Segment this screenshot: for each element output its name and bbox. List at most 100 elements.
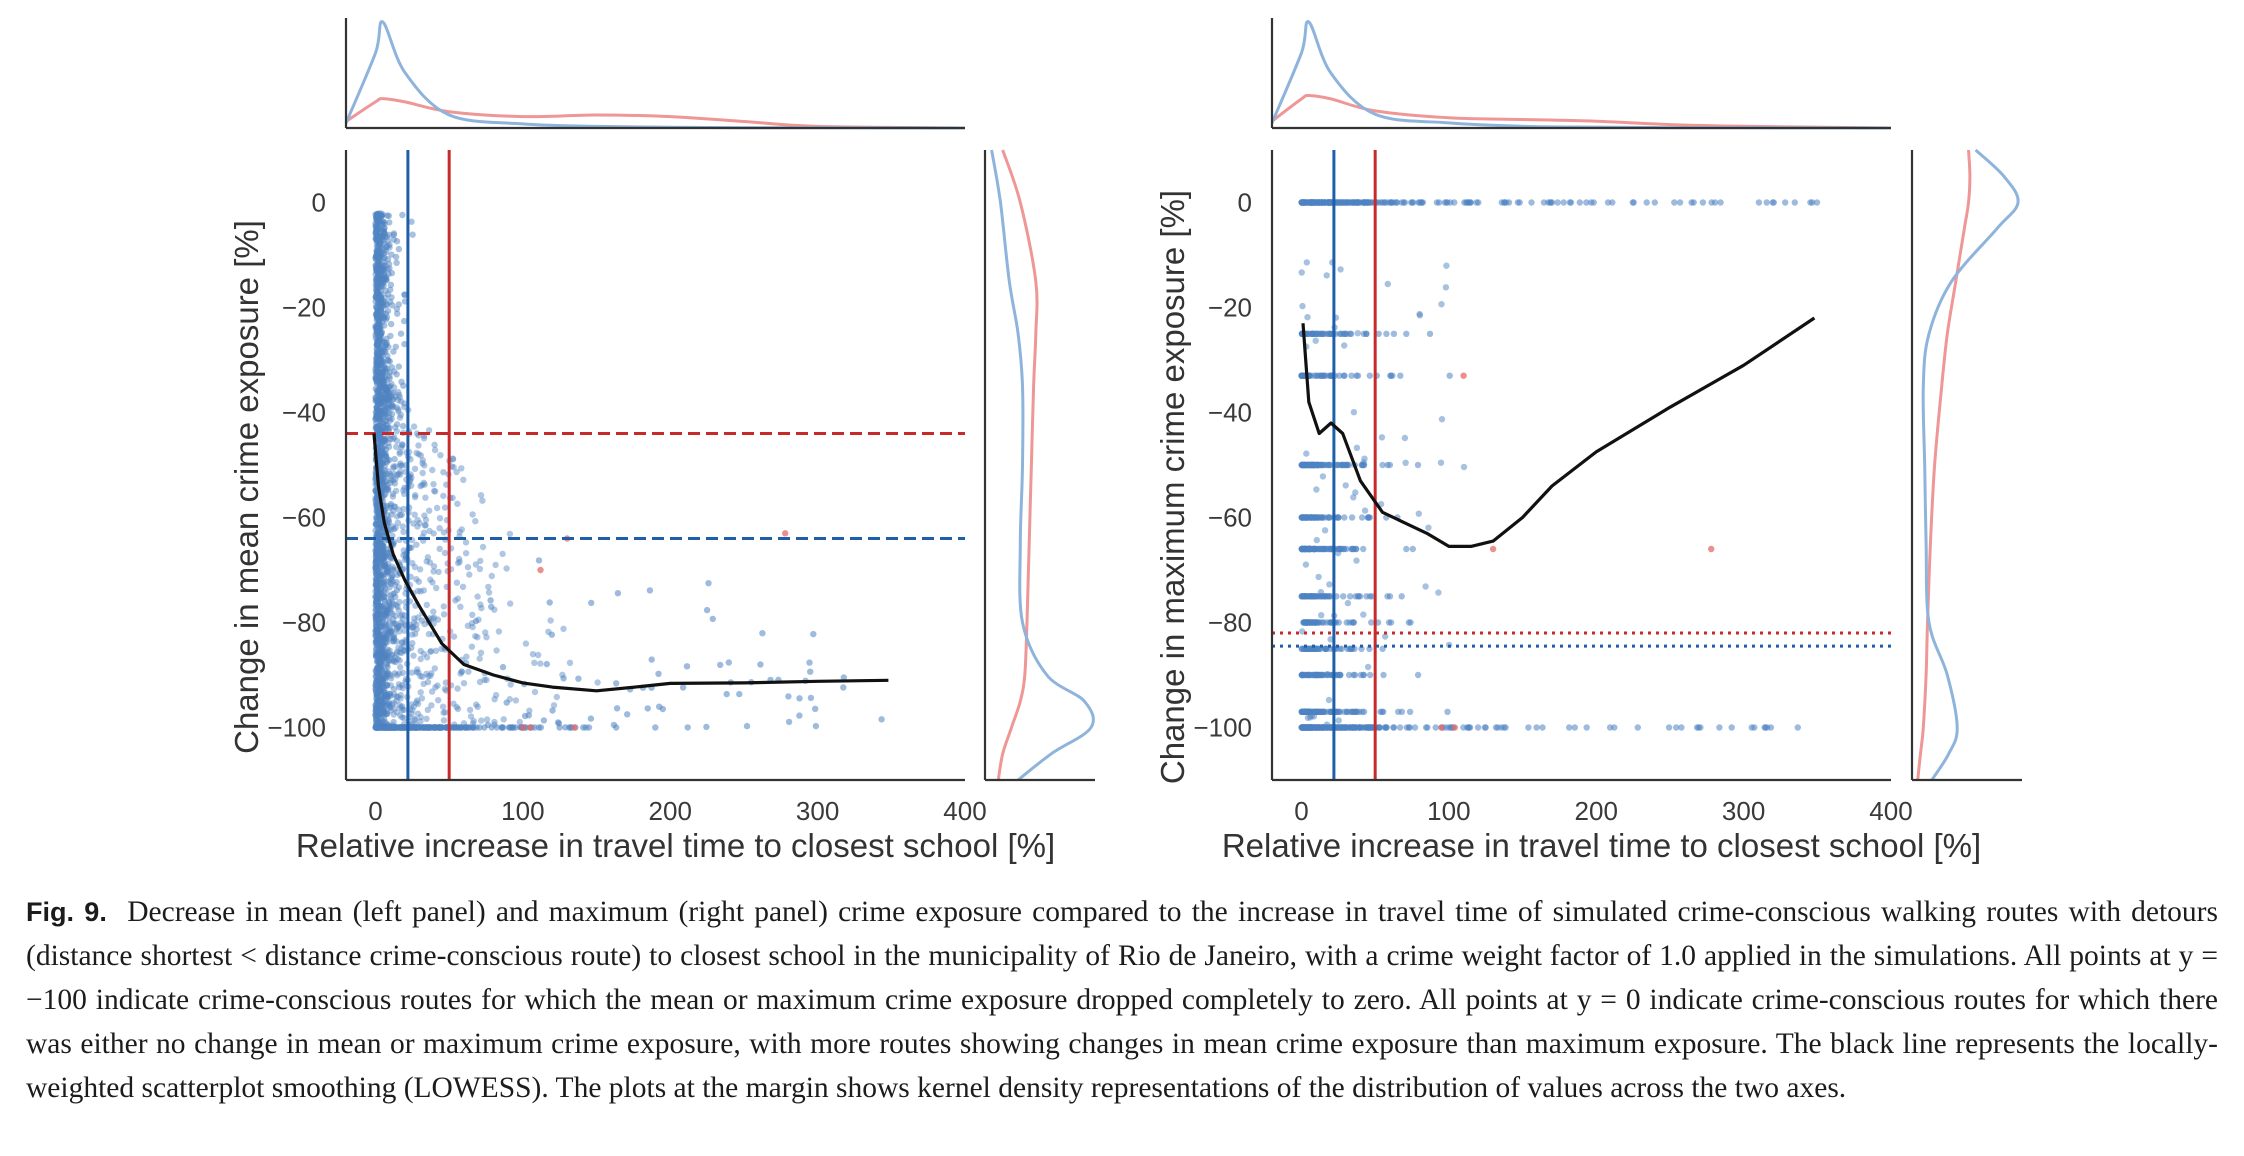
scatter-point — [537, 724, 545, 731]
scatter-point — [1393, 199, 1400, 206]
scatter-point — [395, 681, 403, 688]
scatter-point — [438, 645, 445, 653]
scatter-point — [1366, 514, 1374, 521]
scatter-point — [398, 714, 406, 721]
scatter-point — [373, 642, 380, 649]
scatter-point — [397, 663, 404, 671]
scatter-point — [481, 676, 488, 684]
scatter-point — [391, 620, 398, 628]
scatter-point — [373, 211, 381, 219]
scatter-point — [385, 212, 392, 219]
scatter-point — [418, 695, 426, 702]
scatter-point — [1299, 628, 1306, 635]
y-tick-label: −100 — [267, 713, 326, 743]
scatter-point — [458, 668, 465, 675]
scatter-point — [385, 409, 393, 417]
scatter-point — [391, 654, 399, 661]
kde-y-blue — [990, 149, 1095, 782]
scatter-point — [432, 684, 439, 691]
scatter-point — [397, 704, 405, 711]
scatter-point — [1324, 670, 1331, 678]
scatter-point — [1306, 619, 1313, 626]
scatter-point — [454, 595, 462, 602]
scatter-point — [1560, 199, 1567, 206]
x-tick-label: 200 — [649, 796, 692, 826]
y-tick-label: −80 — [1208, 608, 1252, 638]
scatter-point — [415, 451, 422, 458]
scatter-point — [417, 713, 424, 721]
scatter-point — [807, 694, 815, 702]
scatter-point — [383, 421, 390, 429]
scatter-point — [463, 653, 470, 660]
scatter-point — [378, 389, 385, 396]
scatter-point — [434, 616, 442, 623]
scatter-point — [394, 571, 401, 579]
scatter-point — [400, 505, 407, 513]
scatter-point — [432, 488, 439, 495]
scatter-point — [1358, 724, 1366, 731]
scatter-point — [383, 377, 391, 384]
scatter-point — [382, 598, 389, 606]
scatter-point — [458, 465, 465, 472]
scatter-point — [380, 475, 387, 482]
y-tick-label: −100 — [1193, 713, 1252, 743]
scatter-point — [381, 463, 388, 470]
caption-label: Fig. 9. — [26, 897, 107, 927]
scatter-point — [401, 317, 408, 325]
scatter-point — [1791, 199, 1799, 206]
scatter-point — [395, 607, 402, 614]
scatter-point — [409, 559, 416, 567]
scatter-point — [1422, 583, 1429, 590]
scatter-point — [1312, 337, 1319, 344]
scatter-point — [378, 387, 385, 394]
scatter-point — [400, 706, 408, 714]
scatter-point — [381, 436, 388, 444]
scatter-point — [1341, 342, 1348, 349]
scatter-point — [464, 622, 472, 629]
scatter-point — [387, 470, 394, 478]
scatter-point — [400, 547, 407, 554]
scatter-point — [384, 646, 391, 653]
scatter-point — [383, 565, 391, 572]
scatter-point — [440, 611, 448, 618]
scatter-point — [380, 479, 387, 486]
scatter-point — [375, 628, 382, 635]
scatter-point — [411, 511, 418, 518]
scatter-point — [410, 703, 417, 710]
scatter-point — [399, 523, 406, 530]
scatter-point — [408, 644, 415, 651]
scatter-point — [383, 652, 390, 659]
scatter-point — [373, 520, 380, 527]
scatter-point — [388, 628, 395, 635]
scatter-point — [796, 695, 803, 702]
scatter-point — [1438, 724, 1445, 731]
scatter-point — [417, 588, 424, 595]
scatter-point — [390, 236, 397, 243]
scatter-point — [382, 491, 389, 498]
scatter-point — [374, 295, 381, 302]
scatter-point — [537, 660, 544, 667]
scatter-point — [379, 685, 386, 692]
scatter-point — [389, 435, 397, 442]
scatter-point — [1566, 199, 1574, 206]
scatter-point — [1325, 696, 1333, 704]
scatter-point — [1361, 507, 1369, 514]
scatter-point — [478, 604, 485, 612]
scatter-point — [375, 279, 382, 286]
scatter-point — [385, 569, 392, 576]
scatter-point — [1554, 199, 1561, 206]
scatter-point — [395, 406, 402, 413]
scatter-point — [396, 657, 403, 664]
scatter-point — [399, 442, 406, 449]
scatter-point — [393, 672, 401, 679]
scatter-point — [1481, 724, 1489, 731]
scatter-point — [389, 598, 396, 605]
scatter-point — [394, 396, 402, 404]
scatter-point — [423, 601, 430, 609]
scatter-point — [387, 592, 395, 599]
panel-right: 0 100 200 300 400 0 −20 −40 −60 −80 −100 Relative i… — [1154, 18, 2022, 864]
scatter-point — [1415, 199, 1422, 206]
scatter-point — [470, 717, 477, 725]
scatter-point — [1349, 619, 1356, 626]
scatter-point — [380, 579, 387, 586]
